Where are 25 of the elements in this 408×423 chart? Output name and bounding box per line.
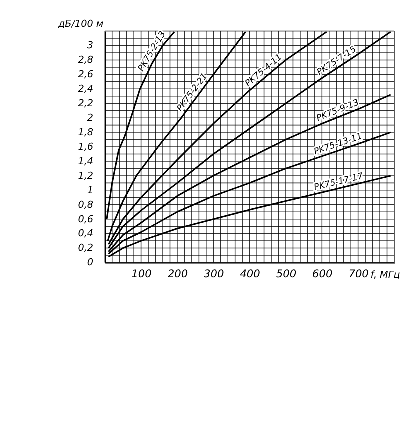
y-tick-label: 0,6 bbox=[78, 214, 94, 226]
x-tick-label: 100 bbox=[132, 268, 152, 281]
y-tick-label: 1 bbox=[87, 185, 94, 196]
y-axis-title: дБ/100 м bbox=[57, 18, 104, 30]
y-tick-label: 3 bbox=[87, 40, 94, 52]
y-tick-label: 1,4 bbox=[78, 156, 94, 168]
x-tick-label: 600 bbox=[312, 268, 333, 281]
x-tick-label: 400 bbox=[240, 268, 261, 281]
y-tick-label: 2,4 bbox=[78, 84, 94, 96]
y-tick-label: 2 bbox=[87, 112, 94, 124]
x-tick-label: 200 bbox=[168, 268, 188, 281]
x-tick-label: 500 bbox=[276, 268, 297, 281]
y-tick-label: 1,2 bbox=[78, 170, 94, 182]
x-tick-label: 700 bbox=[348, 268, 370, 281]
y-tick-label: 2,8 bbox=[78, 55, 94, 66]
y-tick-label: 0 bbox=[87, 258, 94, 269]
y-tick-label: 0,2 bbox=[78, 243, 94, 254]
y-tick-label: 0,4 bbox=[78, 228, 94, 240]
x-tick-label: 300 bbox=[204, 268, 224, 281]
y-tick-label: 2,2 bbox=[78, 98, 94, 110]
y-tick-label: 1,6 bbox=[78, 142, 94, 153]
x-axis-title: f, МГц bbox=[370, 270, 401, 282]
y-tick-label: 2,6 bbox=[78, 70, 94, 81]
y-tick-label: 1,8 bbox=[78, 127, 94, 138]
y-tick-label: 0,8 bbox=[78, 200, 94, 211]
